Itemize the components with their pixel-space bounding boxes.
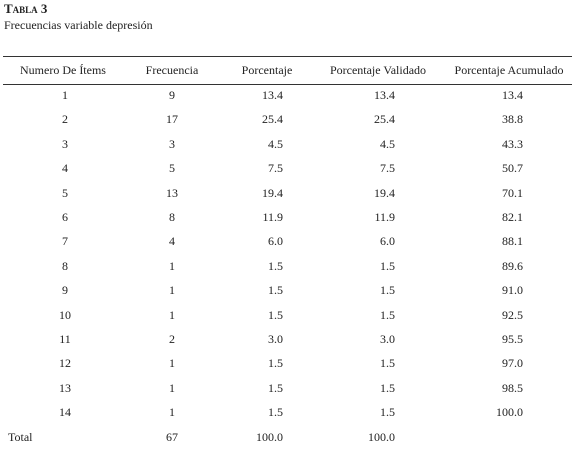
table-cell: 19.4 — [374, 185, 395, 200]
table-cell: 11 — [59, 332, 71, 346]
table-cell: 9 — [62, 283, 68, 298]
top-rule — [3, 56, 572, 57]
table-cell: 1 — [62, 88, 68, 102]
table-cell: 4.5 — [268, 136, 283, 151]
column-header: Porcentaje Acumulado — [454, 63, 564, 77]
table-cell: 3.0 — [380, 332, 395, 346]
table-cell: 8 — [62, 258, 68, 273]
table-cell: 13 — [166, 185, 178, 200]
table-cell: 1.5 — [380, 258, 395, 273]
table-cell: 6.0 — [268, 234, 283, 249]
table-cell: 97.0 — [502, 356, 523, 371]
table-cell: 14 — [59, 405, 71, 420]
column-header: Porcentaje Validado — [329, 63, 427, 77]
column-header: Numero De Ítems — [20, 63, 106, 77]
table-cell: 70.1 — [502, 185, 523, 200]
table-cell: 1 — [169, 380, 175, 395]
table-cell: 1.5 — [380, 356, 395, 371]
table-cell: 43.3 — [502, 136, 523, 151]
table-cell: 17 — [166, 112, 178, 127]
table-cell: 1 — [169, 258, 175, 273]
table-cell: 1.5 — [380, 283, 395, 298]
table-cell: 98.5 — [502, 380, 523, 395]
table-cell: 1.5 — [380, 405, 395, 420]
table-cell: 25.4 — [374, 112, 395, 127]
table-cell: 4 — [62, 161, 68, 176]
table-cell: 5 — [169, 161, 175, 176]
table-cell: 88.1 — [502, 234, 523, 249]
total-cell: 100.0 — [256, 430, 283, 444]
table-cell: 1.5 — [268, 258, 283, 273]
table-cell: 1 — [169, 307, 175, 322]
table-cell: 7 — [62, 234, 68, 249]
table-cell: 4.5 — [380, 136, 395, 151]
table-cell: 25.4 — [262, 112, 283, 127]
table-cell: 19.4 — [262, 185, 283, 200]
table-cell: 92.5 — [502, 307, 523, 322]
table-cell: 1 — [169, 405, 175, 420]
header-rule — [3, 84, 572, 85]
table-cell: 2 — [62, 112, 68, 127]
table-cell: 13.4 — [502, 88, 523, 102]
table-cell: 13.4 — [262, 88, 283, 102]
table-title: Tabla 3 — [4, 1, 48, 16]
column-header: Frecuencia — [145, 63, 199, 77]
table-cell: 1.5 — [380, 380, 395, 395]
table-cell: 38.8 — [502, 112, 523, 127]
table-cell: 50.7 — [502, 161, 523, 176]
table-cell: 8 — [169, 210, 175, 224]
table-cell: 82.1 — [502, 210, 523, 224]
table-cell: 3 — [169, 136, 175, 151]
table-cell: 6 — [62, 210, 68, 224]
table-cell: 13.4 — [374, 88, 395, 102]
table-cell: 1.5 — [268, 356, 283, 371]
table-cell: 3 — [62, 136, 68, 151]
table-cell: 91.0 — [502, 283, 523, 298]
table-cell: 1 — [169, 356, 175, 371]
table-cell: 1 — [169, 283, 175, 298]
table-cell: 4 — [169, 234, 175, 249]
table-cell: 9 — [169, 88, 175, 102]
total-cell: 67 — [166, 430, 178, 444]
table-cell: 10 — [59, 307, 71, 322]
table-cell: 5 — [62, 185, 68, 200]
table-cell: 95.5 — [502, 332, 523, 346]
table-cell: 1.5 — [268, 307, 283, 322]
table-cell: 12 — [59, 356, 71, 371]
table-cell: 7.5 — [268, 161, 283, 176]
table-cell: 1.5 — [268, 405, 283, 420]
column-header: Porcentaje — [241, 63, 293, 77]
table-cell: 1.5 — [268, 283, 283, 298]
table-subtitle: Frecuencias variable depresión — [4, 18, 153, 32]
total-label: Total — [8, 430, 33, 444]
table-cell: 1.5 — [268, 380, 283, 395]
table-cell: 2 — [169, 332, 175, 346]
table-cell: 11.9 — [374, 210, 395, 224]
table-cell: 1.5 — [380, 307, 395, 322]
total-cell: 100.0 — [368, 430, 395, 444]
table-cell: 89.6 — [502, 258, 523, 273]
table-cell: 11.9 — [262, 210, 283, 224]
table-cell: 3.0 — [268, 332, 283, 346]
table-cell: 6.0 — [380, 234, 395, 249]
table-cell: 100.0 — [496, 405, 523, 420]
table-cell: 7.5 — [380, 161, 395, 176]
table-cell: 13 — [59, 380, 71, 395]
